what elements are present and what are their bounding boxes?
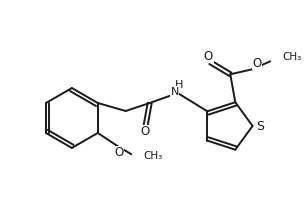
- Text: O: O: [140, 125, 149, 138]
- Text: CH₃: CH₃: [143, 151, 162, 161]
- Text: CH₃: CH₃: [282, 52, 301, 62]
- Text: O: O: [114, 146, 123, 159]
- Text: O: O: [204, 50, 213, 63]
- Text: O: O: [253, 57, 262, 70]
- Text: H: H: [174, 80, 183, 90]
- Text: S: S: [256, 120, 264, 134]
- Text: N: N: [170, 87, 179, 97]
